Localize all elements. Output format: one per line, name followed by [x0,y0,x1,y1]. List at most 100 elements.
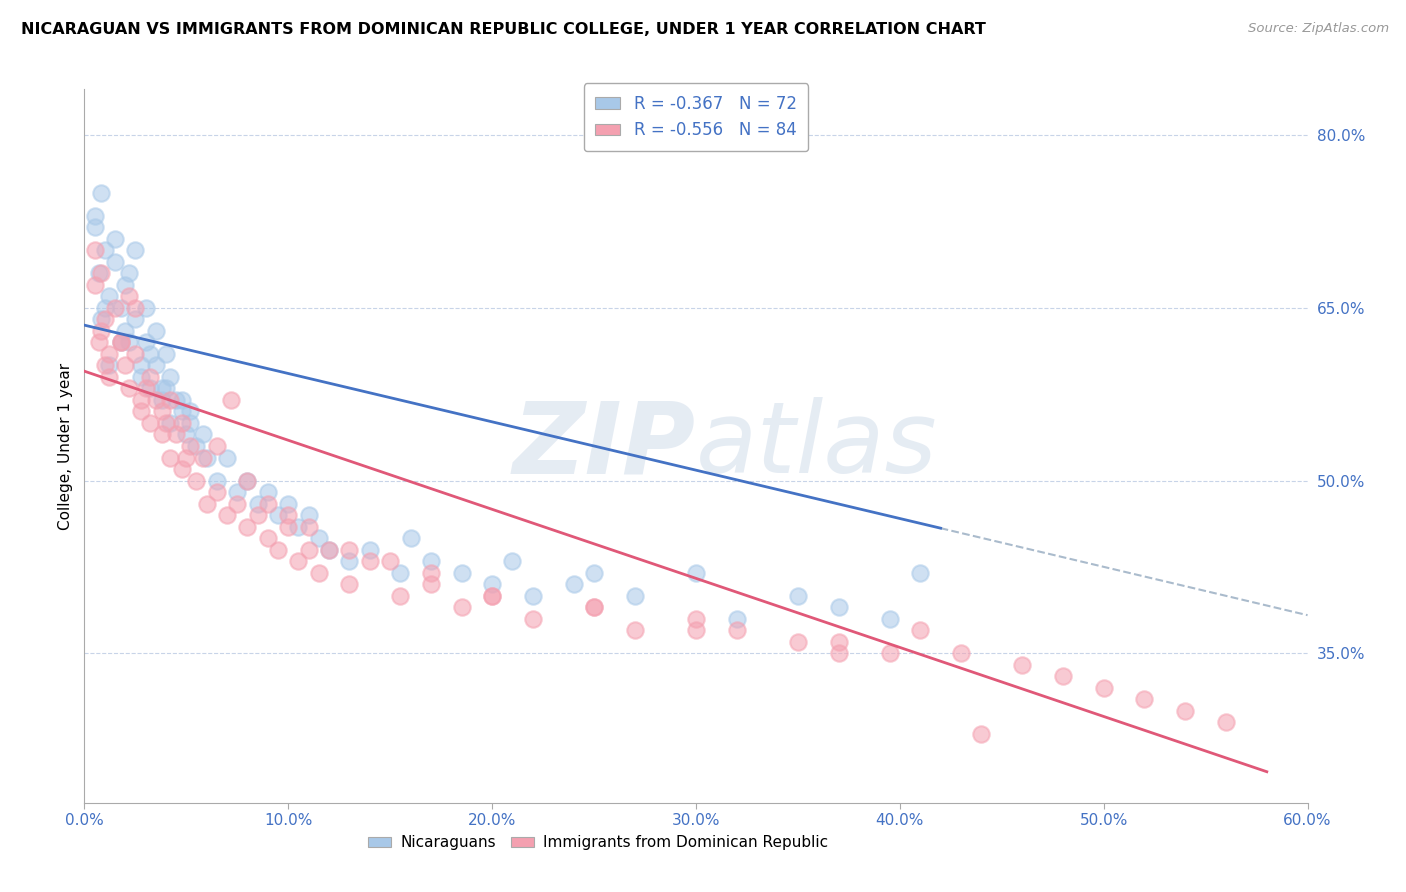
Point [1133,692,1156,706]
Text: ZIP: ZIP [513,398,696,494]
Point [138,381,160,395]
Point [138,416,160,430]
Point [155,347,177,361]
Point [179,404,201,418]
Point [236,474,259,488]
Text: atlas: atlas [696,398,938,494]
Point [828,634,851,648]
Point [90,312,112,326]
Point [159,450,181,465]
Point [110,335,132,350]
Point [502,554,524,568]
Point [114,324,136,338]
Point [624,589,647,603]
Point [685,623,707,637]
Point [267,542,290,557]
Point [110,301,132,315]
Point [399,531,422,545]
Point [186,474,208,488]
Point [226,485,249,500]
Point [118,335,141,350]
Point [1052,669,1074,683]
Point [267,508,290,522]
Point [159,416,181,430]
Point [97,289,120,303]
Point [131,404,153,418]
Point [114,359,136,373]
Point [522,612,544,626]
Point [93,359,115,373]
Point [159,370,181,384]
Point [219,392,242,407]
Point [685,566,707,580]
Point [174,427,197,442]
Point [179,416,201,430]
Point [246,497,269,511]
Point [191,427,214,442]
Point [155,416,177,430]
Point [118,289,141,303]
Point [359,554,381,568]
Point [97,370,120,384]
Point [481,589,503,603]
Point [787,634,810,648]
Point [277,508,299,522]
Point [236,474,259,488]
Point [186,439,208,453]
Point [257,497,280,511]
Point [389,566,412,580]
Point [135,381,157,395]
Point [135,335,157,350]
Point [124,347,146,361]
Point [787,589,810,603]
Point [1215,715,1237,730]
Point [93,244,115,258]
Point [450,600,472,615]
Point [124,312,146,326]
Point [205,474,228,488]
Point [481,577,503,591]
Point [246,508,269,522]
Point [236,519,259,533]
Point [179,439,201,453]
Point [150,392,173,407]
Point [165,392,187,407]
Point [217,508,239,522]
Point [118,266,141,280]
Point [257,531,280,545]
Point [104,301,127,315]
Point [97,359,120,373]
Point [583,566,606,580]
Point [145,324,167,338]
Text: Source: ZipAtlas.com: Source: ZipAtlas.com [1249,22,1389,36]
Point [910,566,932,580]
Point [389,589,412,603]
Point [1011,657,1033,672]
Point [87,266,110,280]
Legend: Nicaraguans, Immigrants from Dominican Republic: Nicaraguans, Immigrants from Dominican R… [359,826,838,859]
Point [93,301,115,315]
Point [87,335,110,350]
Point [110,335,132,350]
Point [135,301,157,315]
Point [124,244,146,258]
Point [150,427,173,442]
Point [339,554,361,568]
Point [308,566,330,580]
Text: NICARAGUAN VS IMMIGRANTS FROM DOMINICAN REPUBLIC COLLEGE, UNDER 1 YEAR CORRELATI: NICARAGUAN VS IMMIGRANTS FROM DOMINICAN … [21,22,986,37]
Y-axis label: College, Under 1 year: College, Under 1 year [58,362,73,530]
Point [90,186,112,200]
Point [110,335,132,350]
Point [685,612,707,626]
Point [93,312,115,326]
Point [90,324,112,338]
Point [298,508,321,522]
Point [339,577,361,591]
Point [155,381,177,395]
Point [195,497,218,511]
Point [83,220,105,235]
Point [118,381,141,395]
Point [124,301,146,315]
Point [481,589,503,603]
Point [150,381,173,395]
